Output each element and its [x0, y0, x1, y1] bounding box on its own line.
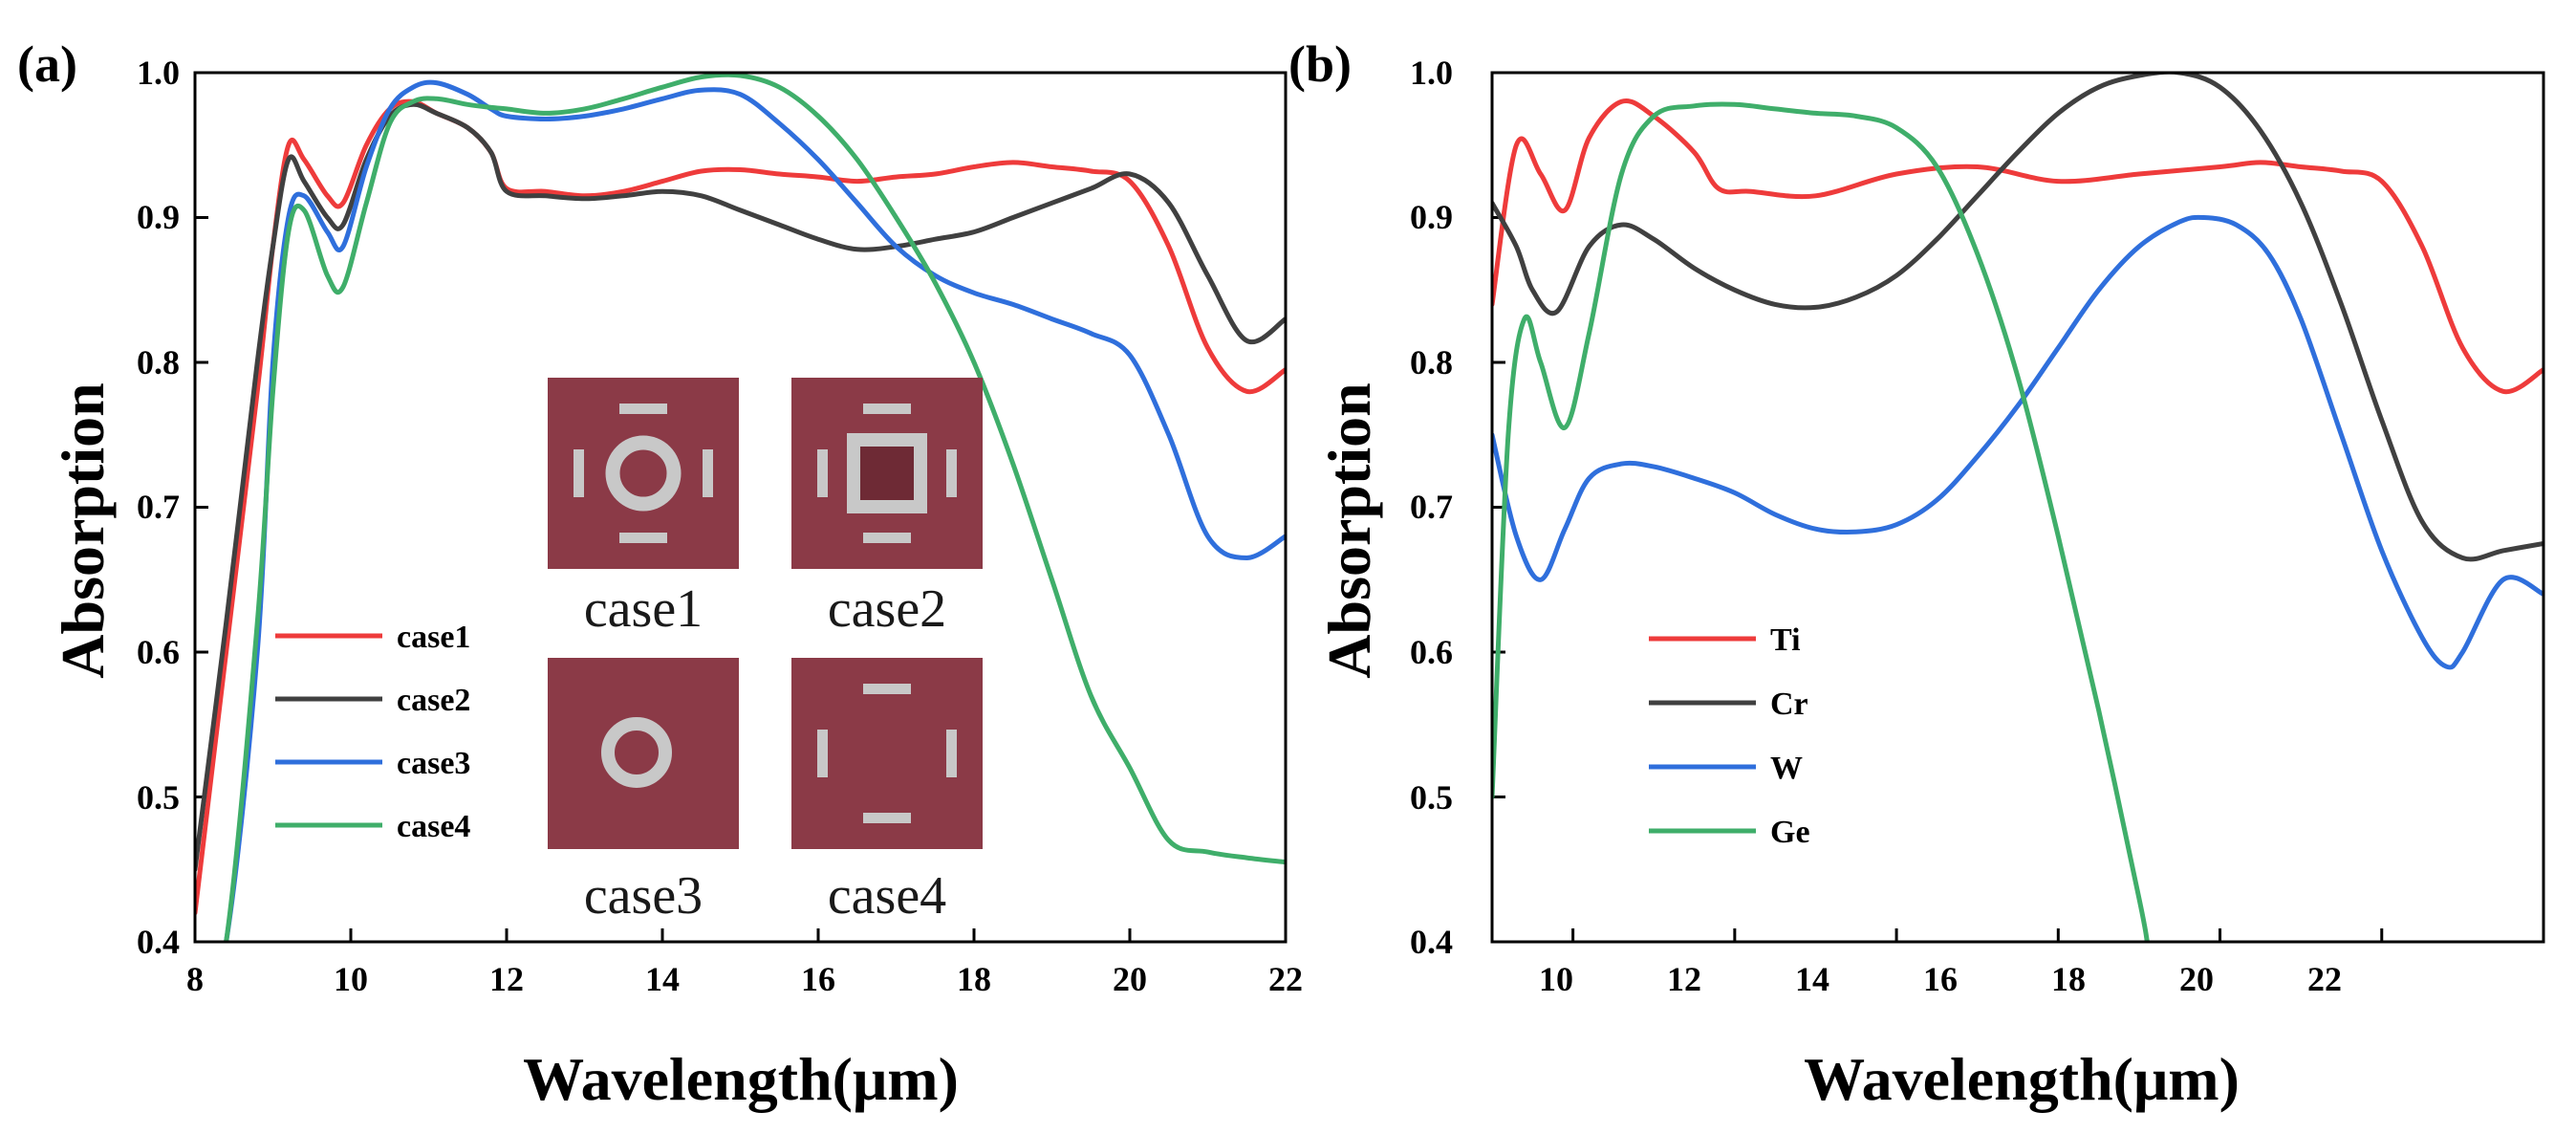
- panel-a-xtick-labels: 8 10 12 14 16 18 20 22: [186, 960, 1303, 998]
- panel-a: (a) Absorption Wavelength(μm) 0.4 0.5 0.…: [17, 35, 1303, 1113]
- inset-caption: case1: [584, 579, 703, 639]
- panel-b-xlabel: Wavelength(μm): [1804, 1045, 2240, 1113]
- panel-a-ytick-labels: 0.4 0.5 0.6 0.7 0.8 0.9 1.0: [137, 54, 180, 961]
- panel-b-xtick: 22: [2307, 960, 2342, 998]
- panel-a-xtick: 16: [801, 960, 835, 998]
- inset-bar: [619, 533, 667, 543]
- inset-ring: [605, 435, 682, 512]
- inset-caption: case3: [584, 866, 703, 926]
- panel-b-ylabel: Absorption: [1315, 382, 1383, 678]
- panel-b-ytick: 0.6: [1410, 633, 1453, 671]
- panel-b-xtick-labels: 10 12 14 16 18 20 22: [1539, 960, 2342, 998]
- panel-a-xtick: 10: [334, 960, 368, 998]
- panel-a-ytick: 0.7: [137, 488, 180, 526]
- panel-b-ytick: 0.8: [1410, 343, 1453, 382]
- panel-b-ytick: 0.4: [1410, 923, 1453, 961]
- panel-a-xtick: 12: [489, 960, 524, 998]
- panel-b-xtick: 16: [1923, 960, 1958, 998]
- panel-a-ytick: 0.6: [137, 633, 180, 671]
- legend-label-case1: case1: [397, 620, 470, 655]
- panel-b-xtick: 12: [1667, 960, 1701, 998]
- panel-a-xtick: 20: [1113, 960, 1147, 998]
- panel-a-xtick: 8: [186, 960, 204, 998]
- series-line-ge: [1492, 101, 2150, 942]
- panel-a-xlabel: Wavelength(μm): [523, 1045, 959, 1113]
- panel-a-ytick: 0.8: [137, 343, 180, 382]
- panel-b-tick-marks: [1492, 71, 2545, 944]
- series-line-w: [1492, 214, 2544, 670]
- series-line-ti: [1492, 98, 2544, 395]
- panel-a-legend: case1 case2 case3 case4: [275, 620, 470, 844]
- inset-bar: [946, 730, 957, 777]
- legend-label-case3: case3: [397, 746, 470, 781]
- panel-a-xtick: 22: [1268, 960, 1303, 998]
- inset-case2: case2: [791, 378, 983, 639]
- panel-b-ytick: 1.0: [1410, 54, 1453, 92]
- series-line-case2: [195, 101, 1286, 872]
- inset-bar: [817, 449, 828, 497]
- inset-bar: [619, 403, 667, 414]
- legend-label-cr: Cr: [1770, 687, 1808, 722]
- panel-b-plot-frame: [1490, 71, 2545, 944]
- series-line-case4: [224, 73, 1286, 942]
- panel-b: (b) Absorption Wavelength(μm) 0.4 0.5 0.…: [1288, 35, 2545, 1113]
- inset-case1: case1: [548, 378, 739, 639]
- panel-a-ylabel: Absorption: [49, 382, 117, 678]
- inset-bar: [863, 684, 911, 694]
- legend-label-ge: Ge: [1770, 815, 1810, 850]
- panel-a-plot-frame: [193, 71, 1288, 944]
- inset-case4: case4: [791, 658, 983, 926]
- panel-b-ytick: 0.5: [1410, 778, 1453, 817]
- panel-b-xtick: 14: [1795, 960, 1829, 998]
- series-line-case1: [195, 98, 1286, 916]
- panel-b-series-lines: [1492, 73, 2544, 942]
- inset-caption: case2: [828, 579, 946, 639]
- panel-a-xtick: 14: [645, 960, 680, 998]
- inset-square: [847, 433, 927, 513]
- inset-bar: [817, 730, 828, 777]
- inset-case3: case3: [548, 658, 739, 926]
- series-line-cr: [1492, 73, 2544, 562]
- panel-b-ytick: 0.7: [1410, 488, 1453, 526]
- panel-a-ytick: 0.9: [137, 198, 180, 236]
- panel-a-xtick: 18: [957, 960, 991, 998]
- legend-label-ti: Ti: [1770, 622, 1801, 658]
- inset-bar: [703, 449, 713, 497]
- panel-b-ytick: 0.9: [1410, 198, 1453, 236]
- legend-label-w: W: [1770, 751, 1803, 786]
- panel-b-ytick-labels: 0.4 0.5 0.6 0.7 0.8 0.9 1.0: [1410, 54, 1453, 961]
- legend-label-case4: case4: [397, 809, 470, 844]
- panel-a-label: (a): [17, 35, 77, 93]
- inset-bar: [863, 533, 911, 543]
- legend-label-case2: case2: [397, 683, 470, 718]
- panel-b-xtick: 18: [2051, 960, 2086, 998]
- series-line-case3: [224, 79, 1286, 942]
- inset-cell: [548, 658, 739, 849]
- panel-b-legend: Ti Cr W Ge: [1649, 622, 1810, 850]
- panel-b-xtick: 10: [1539, 960, 1573, 998]
- panel-a-series-lines: [195, 73, 1286, 942]
- panel-b-xtick: 20: [2179, 960, 2214, 998]
- inset-bar: [946, 449, 957, 497]
- inset-bar: [574, 449, 584, 497]
- panel-a-ytick: 0.5: [137, 778, 180, 817]
- panel-a-tick-marks: [193, 71, 1288, 944]
- inset-bar: [863, 403, 911, 414]
- inset-ring: [601, 717, 672, 788]
- panel-a-ytick: 0.4: [137, 923, 180, 961]
- inset-bar: [863, 813, 911, 823]
- panel-a-ytick: 1.0: [137, 54, 180, 92]
- panel-b-label: (b): [1288, 35, 1352, 93]
- inset-caption: case4: [828, 866, 946, 926]
